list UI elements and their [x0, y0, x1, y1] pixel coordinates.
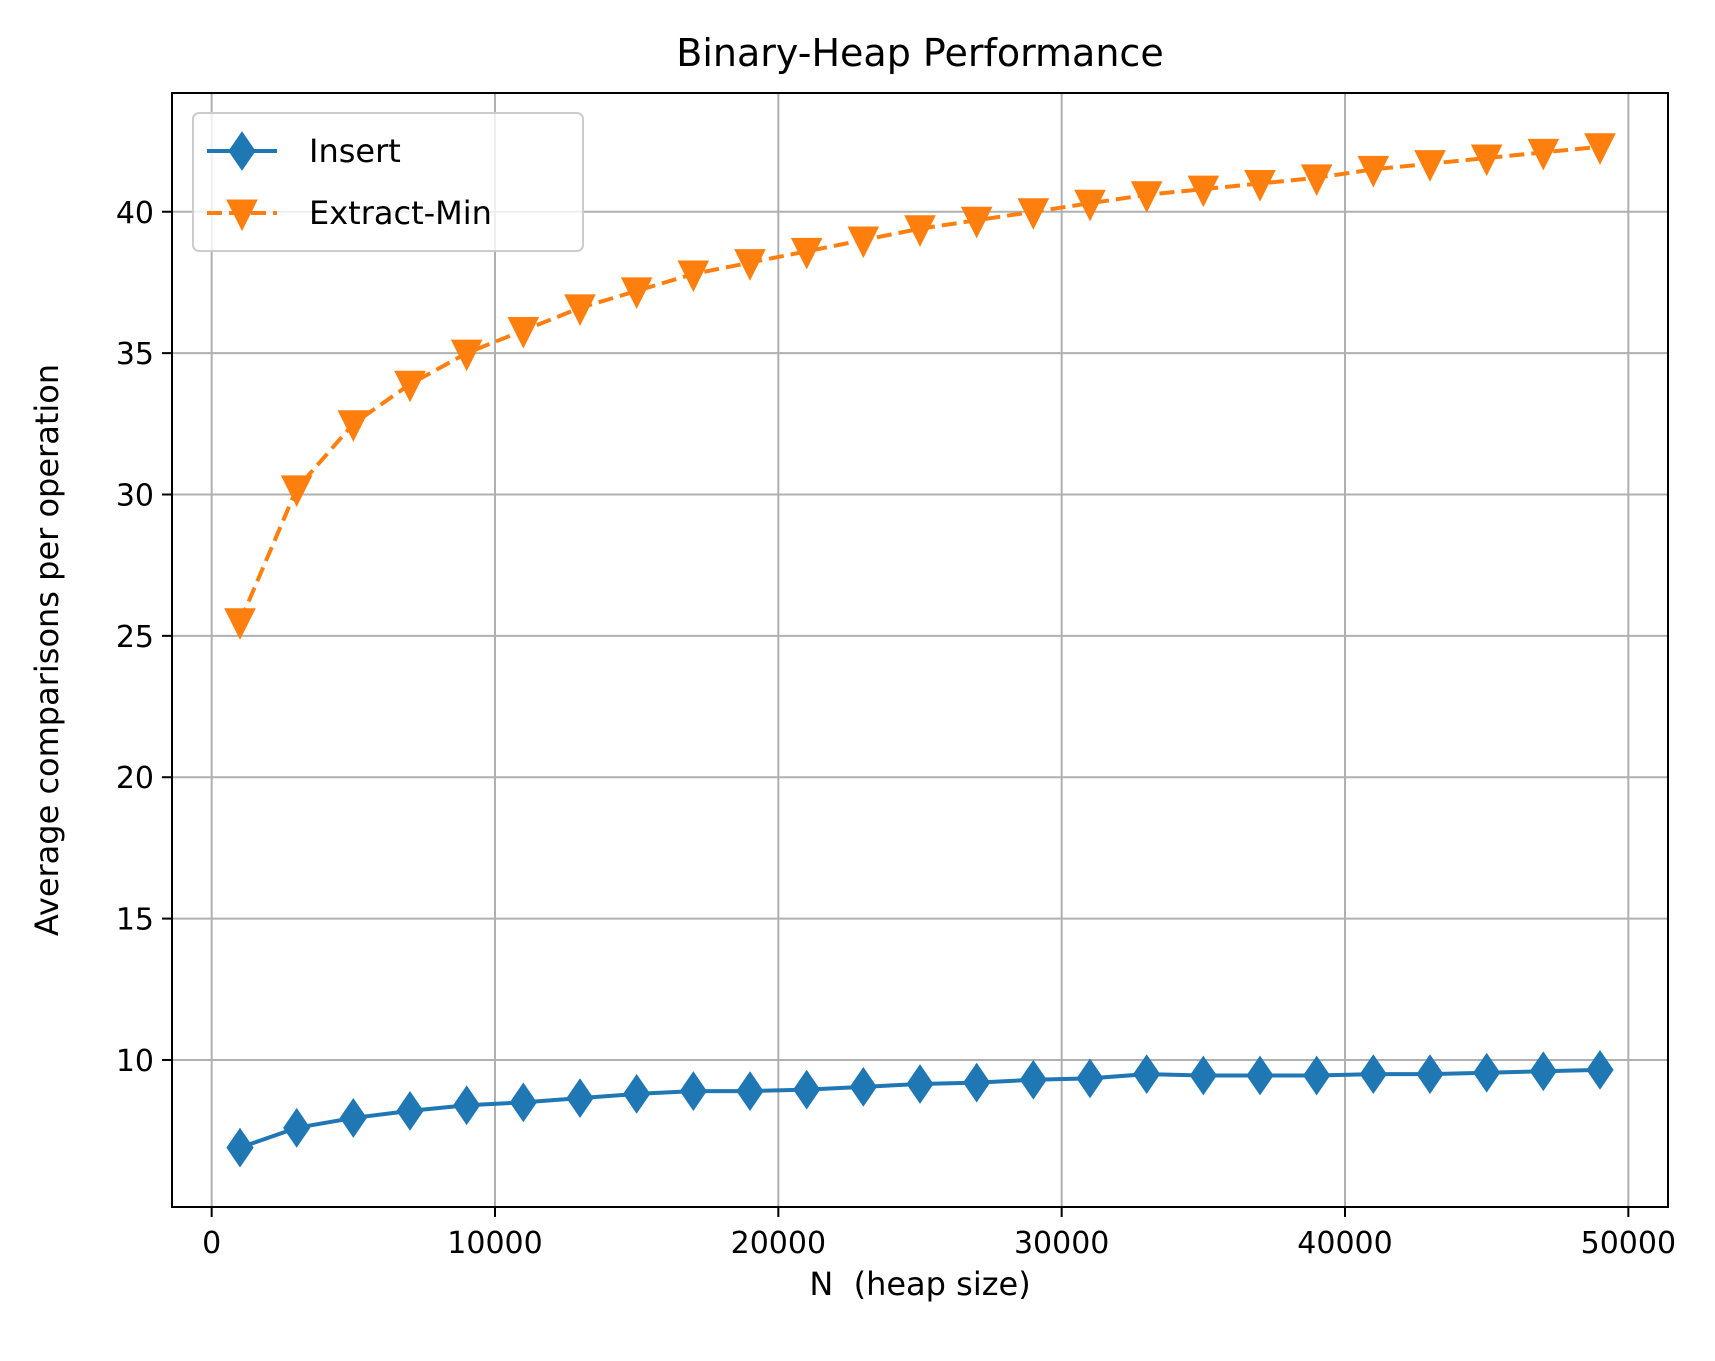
data-point-insert [849, 1066, 877, 1107]
data-point-extract-min [1244, 169, 1276, 202]
chart-title: Binary-Heap Performance [676, 31, 1163, 75]
x-tick-label: 50000 [1581, 1226, 1676, 1261]
data-point-extract-min [1187, 175, 1220, 208]
data-point-extract-min [224, 608, 256, 640]
data-point-extract-min [337, 410, 370, 442]
x-tick-label: 20000 [731, 1226, 826, 1261]
y-tick-label: 10 [116, 1044, 154, 1079]
data-point-extract-min [847, 226, 880, 259]
data-point-insert [1189, 1055, 1217, 1096]
data-point-insert [906, 1064, 934, 1104]
y-tick-label: 30 [116, 478, 154, 513]
data-point-insert [1586, 1049, 1614, 1090]
y-tick-label: 40 [116, 196, 154, 231]
data-point-extract-min [790, 237, 823, 270]
series-insert [226, 1049, 1614, 1168]
data-point-extract-min [564, 294, 596, 327]
data-point-insert [1246, 1055, 1274, 1096]
y-axis-title: Average comparisons per operation [28, 364, 66, 936]
data-point-insert [679, 1071, 707, 1111]
data-point-insert [1303, 1055, 1331, 1096]
legend-swatch-marker [228, 131, 256, 171]
legend-entry-extract-min: Extract-Min [207, 194, 492, 232]
data-point-extract-min [904, 215, 936, 247]
data-point-extract-min [734, 249, 766, 281]
data-point-extract-min [1470, 144, 1503, 177]
y-tick-label: 15 [116, 903, 154, 938]
plot-area-frame [171, 92, 1669, 1208]
data-point-extract-min [1074, 189, 1106, 222]
data-point-insert [509, 1082, 537, 1123]
data-point-extract-min [1017, 198, 1050, 230]
data-point-extract-min [1357, 155, 1390, 188]
data-point-extract-min [1300, 164, 1333, 196]
data-point-insert [1473, 1052, 1501, 1093]
data-point-extract-min [677, 260, 710, 293]
data-point-extract-min [1414, 150, 1446, 182]
data-point-insert [963, 1062, 991, 1103]
axis-ticks: 0 10000 20000 30000 40000 50000 10 15 20 25 30 35 40 [116, 196, 1676, 1261]
data-point-extract-min [1130, 181, 1163, 213]
legend-entry-insert: Insert [207, 131, 401, 171]
data-point-insert [1076, 1058, 1104, 1099]
data-point-insert [396, 1090, 424, 1131]
y-tick-label: 20 [116, 761, 154, 796]
data-point-extract-min [620, 277, 653, 310]
x-tick-label: 0 [202, 1226, 221, 1261]
data-point-extract-min [1527, 138, 1560, 171]
data-point-insert [1359, 1054, 1387, 1094]
x-tick-label: 40000 [1297, 1226, 1392, 1261]
data-point-insert [1133, 1054, 1161, 1094]
data-point-extract-min [1584, 133, 1616, 165]
x-tick-label: 30000 [1014, 1226, 1109, 1261]
y-tick-label: 35 [116, 337, 154, 372]
data-point-insert [283, 1107, 311, 1148]
data-point-insert [1416, 1054, 1444, 1094]
data-point-insert [793, 1069, 821, 1110]
data-point-extract-min [450, 339, 483, 372]
data-point-insert [1019, 1059, 1047, 1100]
data-point-insert [453, 1085, 481, 1126]
legend-label: Insert [309, 132, 401, 170]
data-point-extract-min [280, 475, 313, 507]
data-point-insert [736, 1071, 764, 1111]
data-point-insert [1529, 1051, 1557, 1092]
data-point-insert [566, 1078, 594, 1119]
legend: Insert Extract-Min [192, 112, 584, 252]
legend-swatch-marker [226, 199, 258, 232]
data-point-extract-min [507, 317, 540, 349]
data-point-insert [339, 1098, 367, 1138]
series-extract-min [224, 133, 1616, 640]
y-tick-label: 25 [116, 620, 154, 655]
legend-box [192, 112, 584, 252]
x-tick-label: 10000 [447, 1226, 542, 1261]
x-axis-title: N (heap size) [809, 1265, 1030, 1303]
data-point-insert [226, 1127, 254, 1168]
data-point-extract-min [394, 370, 426, 403]
data-point-insert [623, 1074, 651, 1114]
legend-label: Extract-Min [309, 194, 492, 232]
grid [172, 93, 1668, 1207]
series-layer [224, 133, 1616, 1168]
data-point-extract-min [960, 206, 993, 239]
